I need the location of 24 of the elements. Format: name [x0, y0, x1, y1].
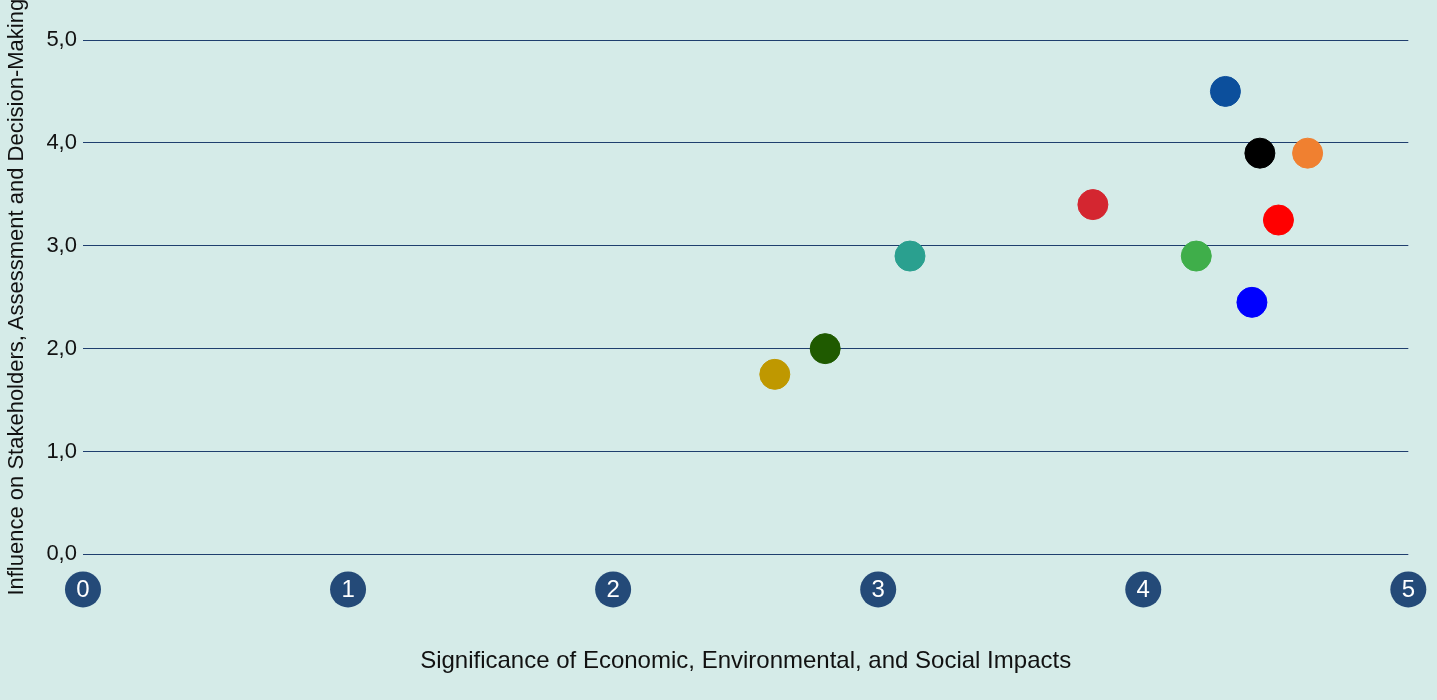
point [894, 240, 926, 272]
point [759, 358, 791, 390]
point [1209, 75, 1241, 107]
point [1180, 240, 1212, 272]
y-axis-title: Influence on Stakeholders, Assessment and Decision-Making [3, 0, 29, 596]
y-tick-label: 3,0 [46, 231, 77, 257]
x-tick-label: 2 [606, 575, 620, 603]
point [1236, 286, 1268, 318]
y-tick-label: 4,0 [46, 128, 77, 154]
x-axis-title: Significance of Economic, Environmental, and Social Impacts [420, 646, 1072, 674]
y-tick-label: 5,0 [46, 26, 77, 52]
point [1262, 204, 1294, 236]
point [1077, 189, 1109, 221]
y-tick-label: 1,0 [46, 437, 77, 463]
x-tick-label: 0 [76, 575, 90, 603]
y-tick-label: 2,0 [46, 334, 77, 360]
point [809, 333, 841, 365]
x-tick-label: 4 [1136, 575, 1150, 603]
y-tick-label: 0,0 [46, 540, 77, 566]
x-tick-label: 3 [871, 575, 885, 603]
point [1244, 137, 1276, 169]
x-tick-label: 1 [341, 575, 355, 603]
point [1292, 137, 1324, 169]
x-tick-label: 5 [1401, 575, 1416, 603]
